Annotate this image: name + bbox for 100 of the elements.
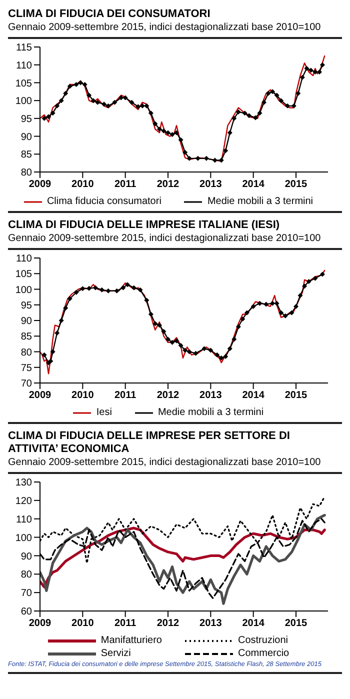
point xyxy=(74,290,79,295)
point xyxy=(242,110,248,116)
legend-label: Costruzioni xyxy=(238,635,288,646)
point xyxy=(80,286,86,292)
x-tick-label: 2013 xyxy=(200,390,222,402)
point xyxy=(193,350,198,356)
x-tick-label: 2011 xyxy=(114,618,137,630)
point xyxy=(86,286,92,291)
y-tick-label: 80 xyxy=(20,570,32,581)
point xyxy=(208,348,214,353)
point xyxy=(304,66,310,71)
y-tick-label: 130 xyxy=(15,478,32,489)
x-tick-label: 2009 xyxy=(28,618,52,630)
point xyxy=(178,343,184,348)
point xyxy=(124,282,130,288)
point xyxy=(274,300,280,306)
point xyxy=(99,287,104,292)
point xyxy=(278,310,284,316)
point xyxy=(257,110,262,116)
point xyxy=(212,158,218,163)
point xyxy=(166,336,170,342)
y-tick-label: 90 xyxy=(20,316,32,328)
point xyxy=(227,346,232,352)
legend-label: Clima fiducia consumatori xyxy=(46,196,162,207)
chart-title: CLIMA DI FIDUCIA DELLE IMPRESE ITALIANE (IESI) xyxy=(8,219,281,232)
point xyxy=(202,346,207,352)
x-tick-label: 2015 xyxy=(284,179,308,190)
point xyxy=(54,103,60,108)
y-tick-label: 105 xyxy=(15,78,32,90)
point xyxy=(182,348,188,353)
chart-title: CLIMA DI FIDUCIA DELLE IMPRESE PER SETTORE DI ATTIVITA’ ECONOMICA xyxy=(8,430,291,456)
point xyxy=(63,90,68,96)
x-tick-label: 2010 xyxy=(72,618,94,630)
point xyxy=(308,68,314,73)
point xyxy=(278,98,284,104)
y-tick-label: 80 xyxy=(20,168,32,179)
y-tick-label: 110 xyxy=(16,60,32,72)
y-tick-label: 100 xyxy=(15,284,32,296)
point xyxy=(156,126,162,132)
point xyxy=(131,285,136,290)
point xyxy=(122,95,128,100)
y-tick-label: 60 xyxy=(20,606,32,618)
point xyxy=(262,100,266,105)
point xyxy=(204,156,209,161)
point xyxy=(298,293,303,298)
point xyxy=(114,288,120,294)
point xyxy=(82,82,88,87)
point xyxy=(312,276,318,281)
point xyxy=(144,298,150,303)
x-tick-label: 2013 xyxy=(200,618,222,630)
point xyxy=(129,100,134,105)
x-tick-label: 2014 xyxy=(242,390,265,402)
y-tick-label: 70 xyxy=(20,378,32,390)
point xyxy=(74,82,79,87)
point xyxy=(161,328,166,334)
point xyxy=(54,330,60,336)
point xyxy=(236,110,241,114)
point xyxy=(284,103,290,108)
y-tick-label: 100 xyxy=(15,532,32,544)
point xyxy=(144,103,150,108)
point xyxy=(264,302,269,307)
x-tick-label: 2010 xyxy=(72,390,94,402)
y-tick-label: 110 xyxy=(16,254,32,265)
point xyxy=(148,312,154,317)
point xyxy=(106,288,111,294)
point xyxy=(166,130,170,136)
point xyxy=(289,310,294,316)
point xyxy=(296,90,301,96)
chart-subtitle: Gennaio 2009-settembre 2015, indici destagionalizzati base 2010=100 xyxy=(8,21,342,39)
point xyxy=(106,103,111,108)
chart-subtitle: Gennaio 2009-settembre 2015, indici destagionalizzati base 2010=100 xyxy=(8,232,342,250)
y-tick-label: 70 xyxy=(20,588,32,600)
y-tick-label: 80 xyxy=(20,347,32,358)
point xyxy=(95,100,100,105)
point xyxy=(312,70,318,74)
legend-label: Servizi xyxy=(100,648,131,659)
y-tick-label: 75 xyxy=(20,362,32,374)
point xyxy=(136,104,141,110)
point xyxy=(182,150,188,155)
y-tick-label: 90 xyxy=(20,551,32,562)
point xyxy=(240,316,246,322)
point xyxy=(218,356,224,360)
y-tick-label: 105 xyxy=(15,269,32,280)
y-tick-label: 95 xyxy=(20,114,32,125)
y-tick-label: 120 xyxy=(15,496,32,507)
point xyxy=(156,322,162,328)
point xyxy=(42,116,47,121)
point xyxy=(236,324,241,330)
point xyxy=(266,90,271,96)
point xyxy=(118,95,124,100)
point xyxy=(50,349,56,354)
x-tick-label: 2014 xyxy=(242,618,265,630)
point xyxy=(152,321,158,326)
point xyxy=(120,285,126,290)
point xyxy=(306,278,312,284)
point xyxy=(186,156,192,161)
x-tick-label: 2015 xyxy=(284,618,308,630)
x-tick-label: 2010 xyxy=(72,179,94,190)
y-tick-label: 115 xyxy=(16,42,32,54)
point xyxy=(291,103,296,108)
